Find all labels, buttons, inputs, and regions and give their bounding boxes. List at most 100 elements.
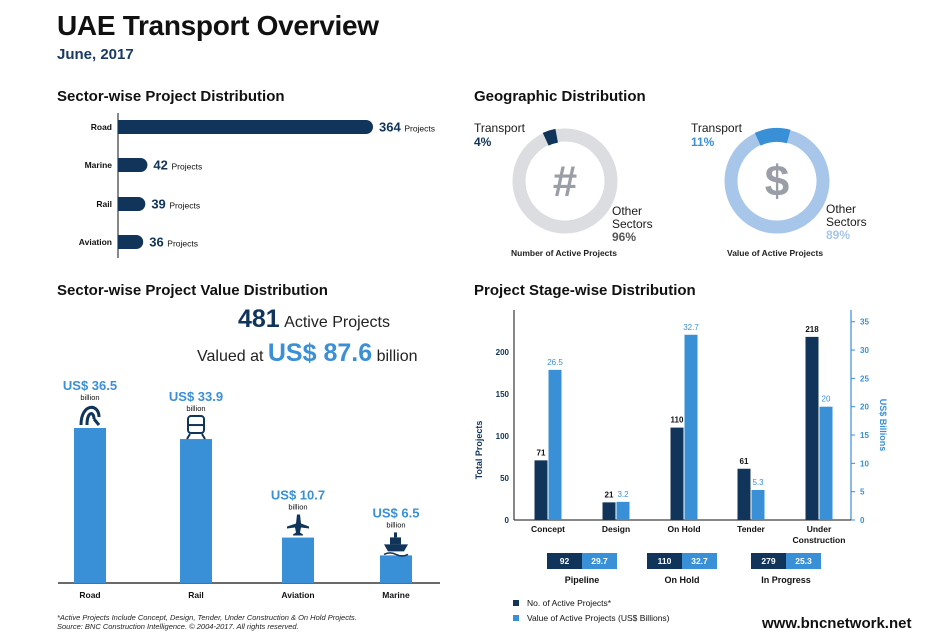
value-label: US$ 36.5 [63,378,117,393]
summary-value-box [682,553,717,569]
train-icon-legs [186,433,206,440]
summary-projects-box [751,553,786,569]
airplane-icon-shape [287,514,309,536]
ship-icon-funnel [394,532,397,538]
category-label: Marine [382,590,410,600]
geo-left-caption: Number of Active Projects [511,248,617,258]
category-label: Road [79,590,100,600]
geo-left-transport-label: Transport [474,121,525,135]
projects-data-label: 110 [671,416,684,425]
active-projects-count: 481 [238,305,280,333]
category-label: Marine [85,160,113,170]
left-tick-label: 0 [505,516,510,525]
website-link[interactable]: www.bncnetwork.net [762,615,912,632]
value-label: US$ 10.7 [271,488,325,503]
category-label: Tender [737,524,765,534]
value-bar-road [74,428,106,583]
right-tick-label: 35 [860,318,869,327]
category-label: Aviation [281,590,314,600]
geo-left-transport: Transport 4% [474,121,525,149]
donut-left-symbol-icon: # [553,157,577,206]
footnote-line1: *Active Projects Include Concept, Design… [57,613,357,622]
geo-right-transport-pct: 11% [691,135,715,149]
left-tick-label: 200 [496,348,510,357]
projects-bar [805,336,819,520]
value-bar-marine [380,555,412,583]
valued-amount: US$ 87.6 [267,339,373,367]
data-label: 39 Projects [151,197,200,212]
donut-left-ring [512,128,618,234]
geo-right-caption: Value of Active Projects [727,248,824,258]
legend-projects-swatch [513,600,519,606]
summary-projects-value: 279 [761,556,775,566]
projects-data-label: 71 [537,448,546,457]
summary-projects-value: 92 [560,556,570,566]
donut-value: $ [724,128,830,234]
summary-projects-box [647,553,682,569]
right-tick-label: 20 [860,403,869,412]
geo-right-other-pct: 89% [826,228,851,242]
category-label: Rail [188,590,204,600]
section-title-geo: Geographic Distribution [474,88,646,105]
bar-road [118,120,373,134]
unit-label: billion [386,520,405,529]
summary-value-box [786,553,821,569]
summary-projects-box [547,553,582,569]
valued-suffix: billion [376,348,418,365]
page-title: UAE Transport Overview [57,10,379,41]
summary-value-box [582,553,617,569]
geo-donuts: # $ [512,128,830,234]
geo-left-other-pct: 96% [612,230,637,244]
right-tick-label: 30 [860,346,869,355]
geo-right-transport: Transport 11% [691,121,742,149]
report-date: June, 2017 [57,46,134,63]
projects-bar [737,468,751,520]
summary-value-value: 25.3 [795,556,812,566]
footnote: *Active Projects Include Concept, Design… [57,613,357,631]
value-label: US$ 33.9 [169,389,223,404]
legend-projects-label: No. of Active Projects* [527,598,612,608]
projects-data-label: 61 [740,457,749,466]
geo-right-other: Other Sectors 89% [826,203,867,242]
sector-projects-chart: Road 364 Projects Marine 42 Projects Rail 39 … [79,113,435,258]
valued-prefix: Valued at [197,348,264,365]
right-tick-label: 5 [860,488,865,497]
geo-right-other-label1: Other [826,202,857,216]
geo-left-other-label1: Other [612,204,643,218]
ship-icon-wave [383,552,409,557]
geo-left-other: Other Sectors 96% [612,205,653,244]
category-label: Design [602,524,630,534]
unit-label: billion [288,503,307,512]
value-bar [819,406,833,520]
active-projects-text: Active Projects [284,314,390,331]
geo-right-other-label2: Sectors [826,215,867,229]
summary-value-value: 32.7 [691,556,708,566]
value-label: US$ 6.5 [373,505,420,520]
road-icon-shape [79,406,101,426]
value-bar-rail [180,439,212,583]
section-title-sector-value: Sector-wise Project Value Distribution [57,282,328,299]
category-label: Aviation [79,237,112,247]
left-tick-label: 100 [496,432,510,441]
ship-icon-cabin [390,537,401,545]
projects-bar [670,427,684,520]
unit-label: billion [80,393,99,402]
rail-icon [186,415,206,440]
summary-value-value: 29.7 [591,556,608,566]
geo-right-transport-label: Transport [691,121,742,135]
legend-value-label: Value of Active Projects (US$ Billions) [527,613,670,623]
data-label: 36 Projects [149,235,198,250]
aviation-icon [287,514,309,536]
projects-bar [602,502,616,520]
projects-bar [534,460,548,520]
donut-right-symbol-icon: $ [765,157,789,206]
bar-marine [118,158,148,172]
right-tick-label: 0 [860,516,865,525]
geo-left-transport-pct: 4% [474,135,492,149]
section-title-sector-projects: Sector-wise Project Distribution [57,88,285,105]
donut-right-transport-segment [754,128,791,146]
value-bar [684,334,698,520]
summary-label: In Progress [761,575,811,585]
right-tick-label: 10 [860,459,869,468]
